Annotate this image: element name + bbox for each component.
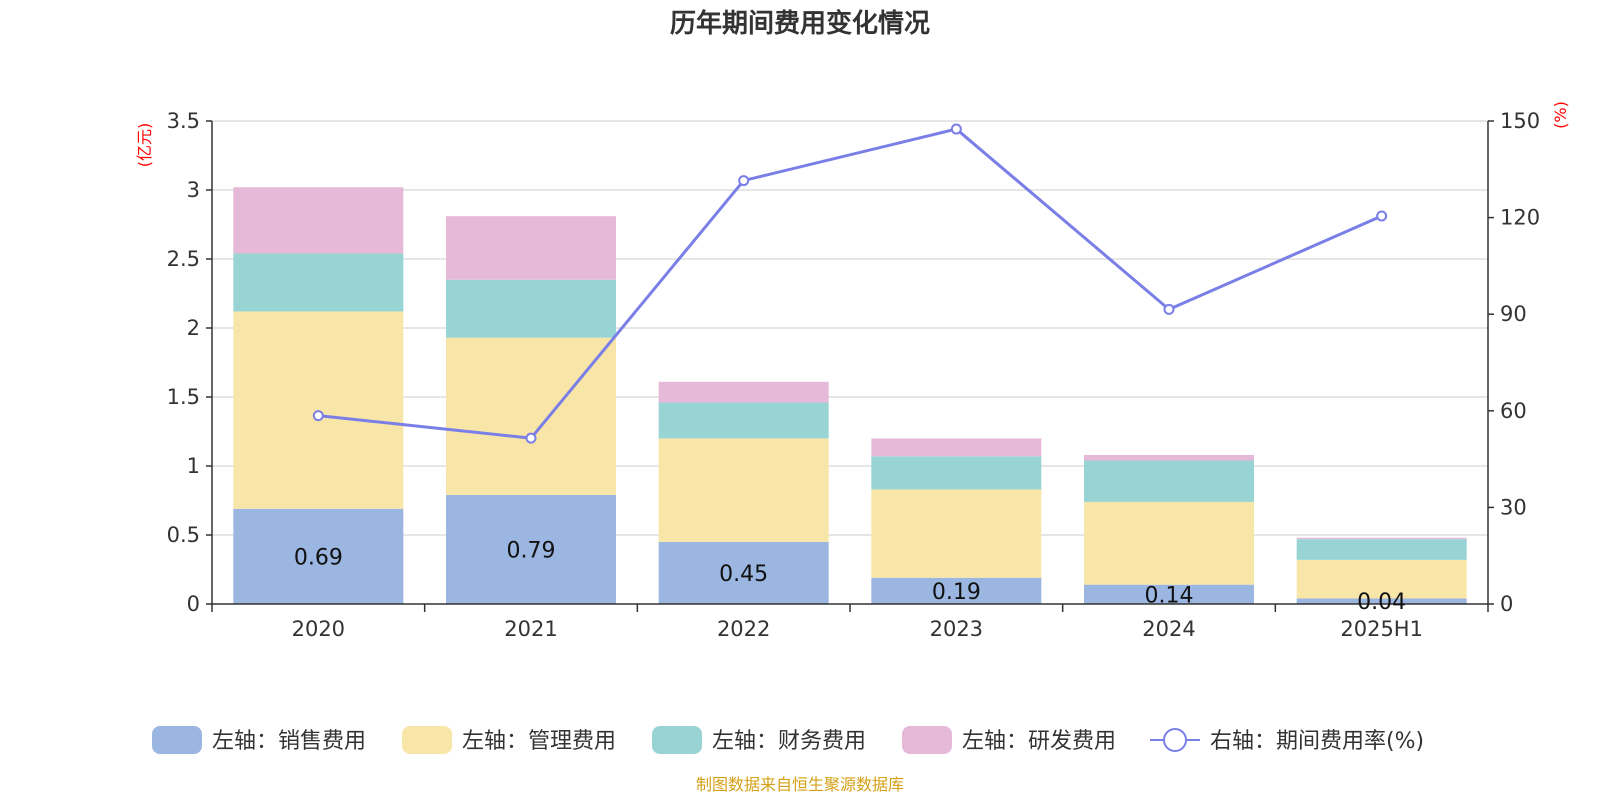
rate-point xyxy=(950,123,962,135)
right-tick-label: 120 xyxy=(1500,206,1540,230)
line-series-group xyxy=(312,123,1388,444)
bar-segment xyxy=(658,541,829,604)
bar-data-label: 0.04 xyxy=(1357,590,1406,615)
legend: 左轴：销售费用 左轴：管理费用 左轴：财务费用 左轴：研发费用 右轴：期间费用率(%) xyxy=(152,726,1424,754)
bar-segment xyxy=(1296,598,1467,604)
bar-data-label: 0.14 xyxy=(1145,583,1194,608)
bar-data-label: 0.69 xyxy=(294,545,343,570)
left-tick-label: 3 xyxy=(187,178,200,202)
bar-segment xyxy=(446,279,616,338)
rate-point xyxy=(1376,210,1388,222)
legend-label: 左轴：研发费用 xyxy=(962,729,1116,754)
bar-series-group xyxy=(233,187,1467,604)
axes: 0 0.5 1 1.5 2 2.5 3 3.5 0 30 60 90 120 150 2020 2021 202… xyxy=(167,109,1541,641)
x-tick-label: 2024 xyxy=(1142,617,1195,641)
rate-point xyxy=(738,175,750,187)
bar-segment xyxy=(1296,559,1467,599)
legend-swatch xyxy=(652,726,702,754)
bar-segment xyxy=(233,311,404,509)
left-tick-label: 0.5 xyxy=(167,523,200,547)
bar-segment xyxy=(446,494,616,604)
data-labels: 0.69 0.79 0.45 0.19 0.14 0.04 xyxy=(294,538,1406,615)
bar-segment xyxy=(1084,584,1254,604)
right-tick-label: 30 xyxy=(1500,495,1527,519)
bar-segment xyxy=(871,577,1042,604)
bar-data-label: 0.45 xyxy=(719,562,768,587)
legend-item[interactable]: 左轴：销售费用 xyxy=(152,726,366,754)
bar-segment xyxy=(1084,460,1254,502)
left-tick-label: 1.5 xyxy=(167,385,200,409)
left-tick-label: 1 xyxy=(187,454,200,478)
legend-marker xyxy=(1163,728,1187,752)
x-tick-label: 2025H1 xyxy=(1340,617,1423,641)
legend-item[interactable]: 左轴：研发费用 xyxy=(902,726,1116,754)
left-tick-label: 0 xyxy=(187,592,200,616)
x-tick-label: 2020 xyxy=(292,617,345,641)
bar-segment xyxy=(658,438,829,542)
rate-point xyxy=(525,432,537,444)
right-tick-label: 150 xyxy=(1500,109,1540,133)
right-tick-label: 90 xyxy=(1500,302,1527,326)
legend-swatch xyxy=(402,726,452,754)
rate-line xyxy=(318,127,1383,440)
x-tick-label: 2021 xyxy=(504,617,557,641)
left-tick-label: 3.5 xyxy=(167,109,200,133)
left-axis-unit: (亿元) xyxy=(135,123,154,168)
right-axis-unit: (%) xyxy=(1551,101,1570,129)
legend-item[interactable]: 左轴：财务费用 xyxy=(652,726,866,754)
bar-segment xyxy=(446,337,616,495)
bar-segment xyxy=(658,402,829,439)
right-tick-label: 60 xyxy=(1500,399,1527,423)
bar-segment xyxy=(658,381,829,403)
x-tick-label: 2022 xyxy=(717,617,770,641)
legend-label: 左轴：销售费用 xyxy=(212,729,366,754)
legend-item[interactable]: 右轴：期间费用率(%) xyxy=(1150,728,1424,754)
bar-segment xyxy=(233,187,404,254)
legend-swatch xyxy=(902,726,952,754)
bar-segment xyxy=(1296,539,1467,560)
bar-segment xyxy=(871,438,1042,457)
legend-label: 右轴：期间费用率(%) xyxy=(1210,729,1424,754)
source-note: 制图数据来自恒生聚源数据库 xyxy=(696,775,904,794)
bar-segment xyxy=(871,489,1042,578)
legend-swatch xyxy=(152,726,202,754)
bar-segment xyxy=(871,456,1042,490)
rate-point xyxy=(312,410,324,422)
gridlines xyxy=(212,120,1488,536)
bar-segment xyxy=(233,508,404,604)
legend-label: 左轴：管理费用 xyxy=(462,729,616,754)
rate-point xyxy=(1163,303,1175,315)
legend-label: 左轴：财务费用 xyxy=(712,729,866,754)
bar-segment xyxy=(1084,454,1254,461)
right-tick-label: 0 xyxy=(1500,592,1513,616)
left-tick-label: 2 xyxy=(187,316,200,340)
legend-item[interactable]: 左轴：管理费用 xyxy=(402,726,616,754)
x-tick-label: 2023 xyxy=(930,617,983,641)
chart-title: 历年期间费用变化情况 xyxy=(670,8,930,39)
bar-segment xyxy=(446,216,616,280)
bar-segment xyxy=(1084,501,1254,585)
bar-data-label: 0.79 xyxy=(507,538,556,563)
bar-segment xyxy=(233,253,404,312)
left-tick-label: 2.5 xyxy=(167,247,200,271)
bar-data-label: 0.19 xyxy=(932,580,981,605)
bar-segment xyxy=(1296,537,1467,540)
